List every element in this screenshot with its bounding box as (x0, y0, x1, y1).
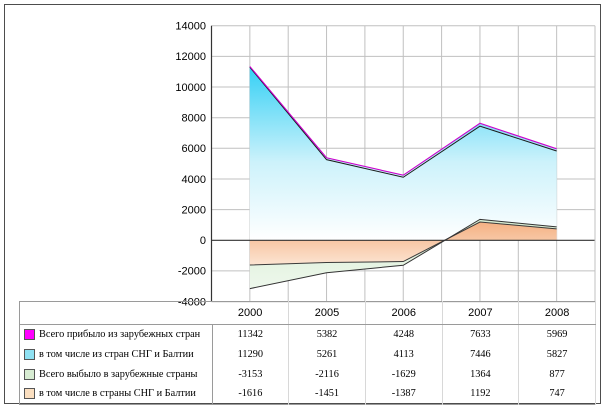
svg-text:14000: 14000 (175, 21, 206, 33)
svg-text:12000: 12000 (175, 51, 206, 63)
svg-text:2000: 2000 (182, 204, 206, 216)
svg-text:4000: 4000 (182, 174, 206, 186)
svg-text:6000: 6000 (182, 143, 206, 155)
svg-text:-2000: -2000 (178, 266, 206, 278)
svg-text:0: 0 (200, 235, 206, 247)
svg-text:10000: 10000 (175, 82, 206, 94)
svg-text:8000: 8000 (182, 113, 206, 125)
